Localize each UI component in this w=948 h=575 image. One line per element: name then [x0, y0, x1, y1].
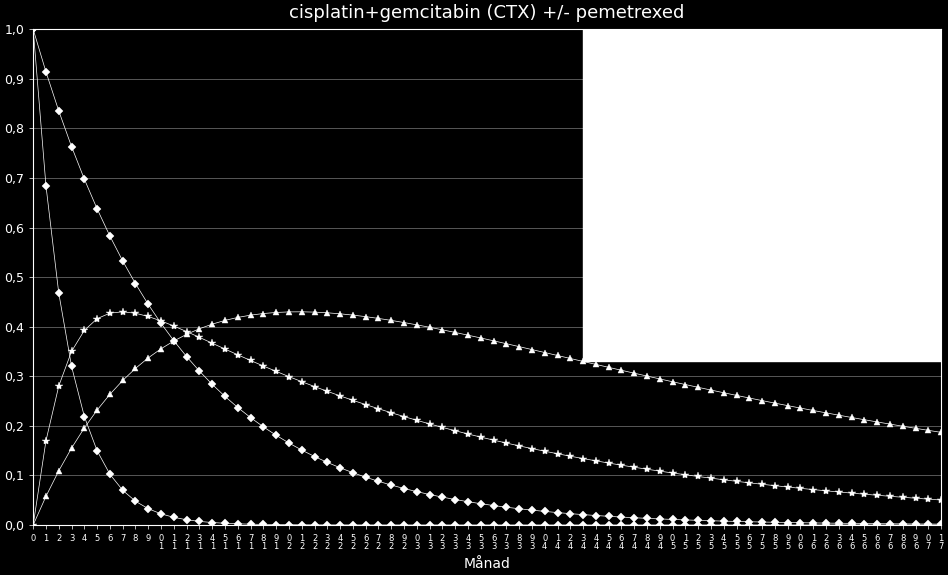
- Title: cisplatin+gemcitabin (CTX) +/- pemetrexed: cisplatin+gemcitabin (CTX) +/- pemetrexe…: [289, 4, 684, 22]
- Bar: [582, 29, 941, 361]
- X-axis label: Månad: Månad: [464, 557, 511, 571]
